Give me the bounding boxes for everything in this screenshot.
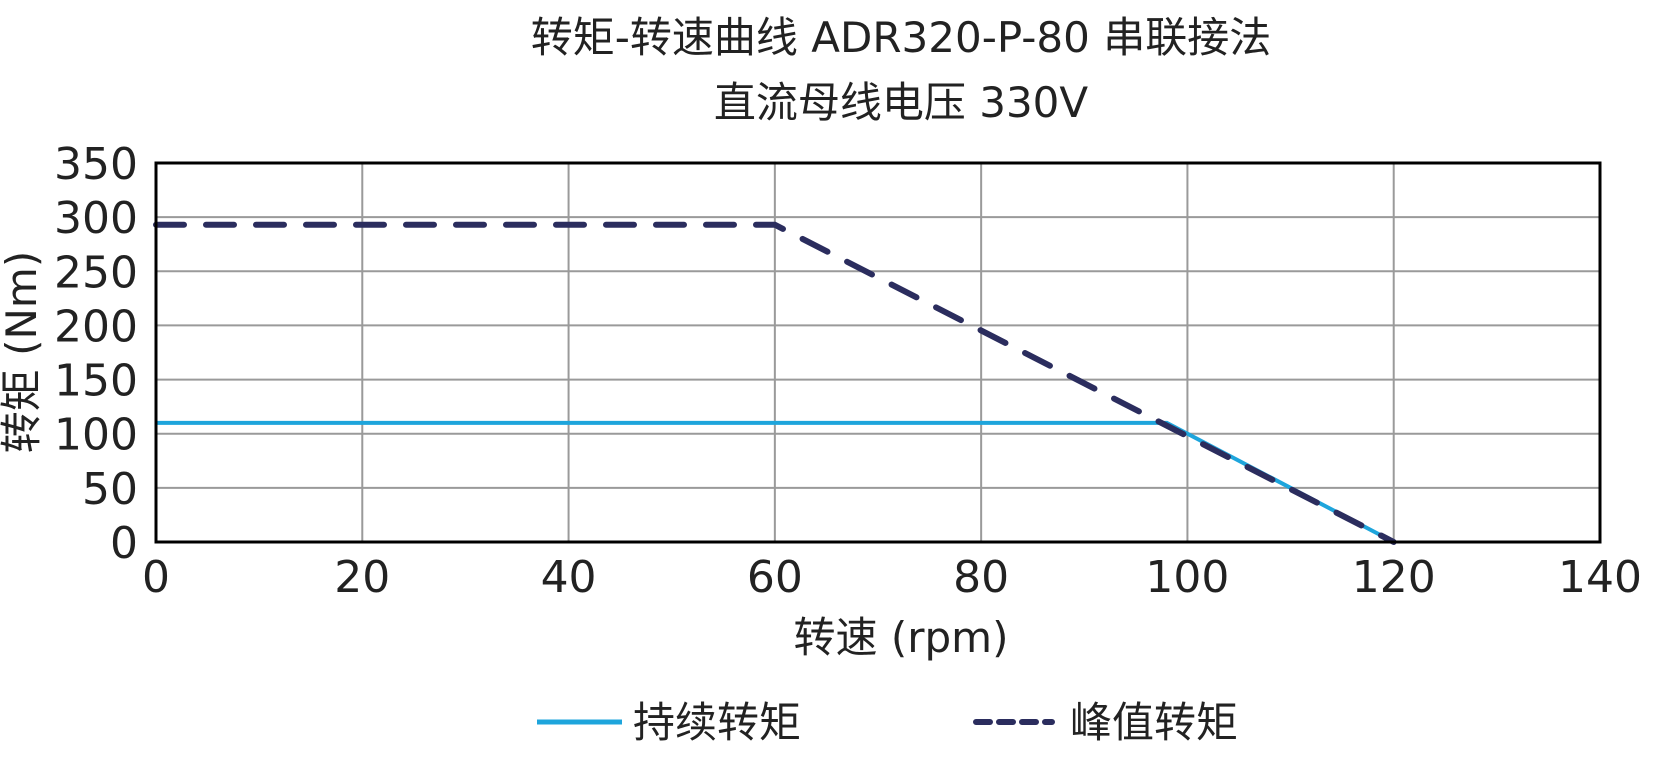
y-tick-label: 200: [54, 301, 138, 352]
x-tick-label: 80: [953, 552, 1009, 603]
y-tick-label: 150: [54, 356, 138, 407]
y-tick-label: 100: [54, 410, 138, 461]
grid: [155, 162, 1601, 543]
x-tick-label: 20: [334, 552, 390, 603]
x-tick-label: 100: [1145, 552, 1229, 603]
x-tick-label: 40: [541, 552, 597, 603]
legend: 持续转矩 峰值转矩: [537, 698, 1238, 747]
y-tick-label: 50: [82, 464, 138, 515]
series-line-peak: [153, 221, 1397, 545]
x-axis-label: 转速 (rpm): [794, 613, 1009, 662]
plot-frame: [154, 161, 1602, 544]
y-tick-label: 350: [54, 139, 138, 190]
chart-subtitle: 直流母线电压 330V: [714, 78, 1089, 127]
x-tick-label: 0: [142, 552, 170, 603]
y-tick-label: 250: [54, 247, 138, 298]
x-tick-label: 140: [1558, 552, 1642, 603]
legend-label-continuous: 持续转矩: [633, 698, 801, 747]
x-tick-label: 60: [747, 552, 803, 603]
legend-label-peak: 峰值转矩: [1070, 698, 1238, 747]
y-tick-label: 0: [110, 518, 138, 569]
x-tick-label: 120: [1352, 552, 1436, 603]
y-axis-label: 转矩 (Nm): [0, 251, 46, 453]
y-tick-label: 300: [54, 193, 138, 244]
series-group: [153, 221, 1397, 545]
chart-title: 转矩-转速曲线 ADR320-P-80 串联接法: [531, 13, 1271, 62]
